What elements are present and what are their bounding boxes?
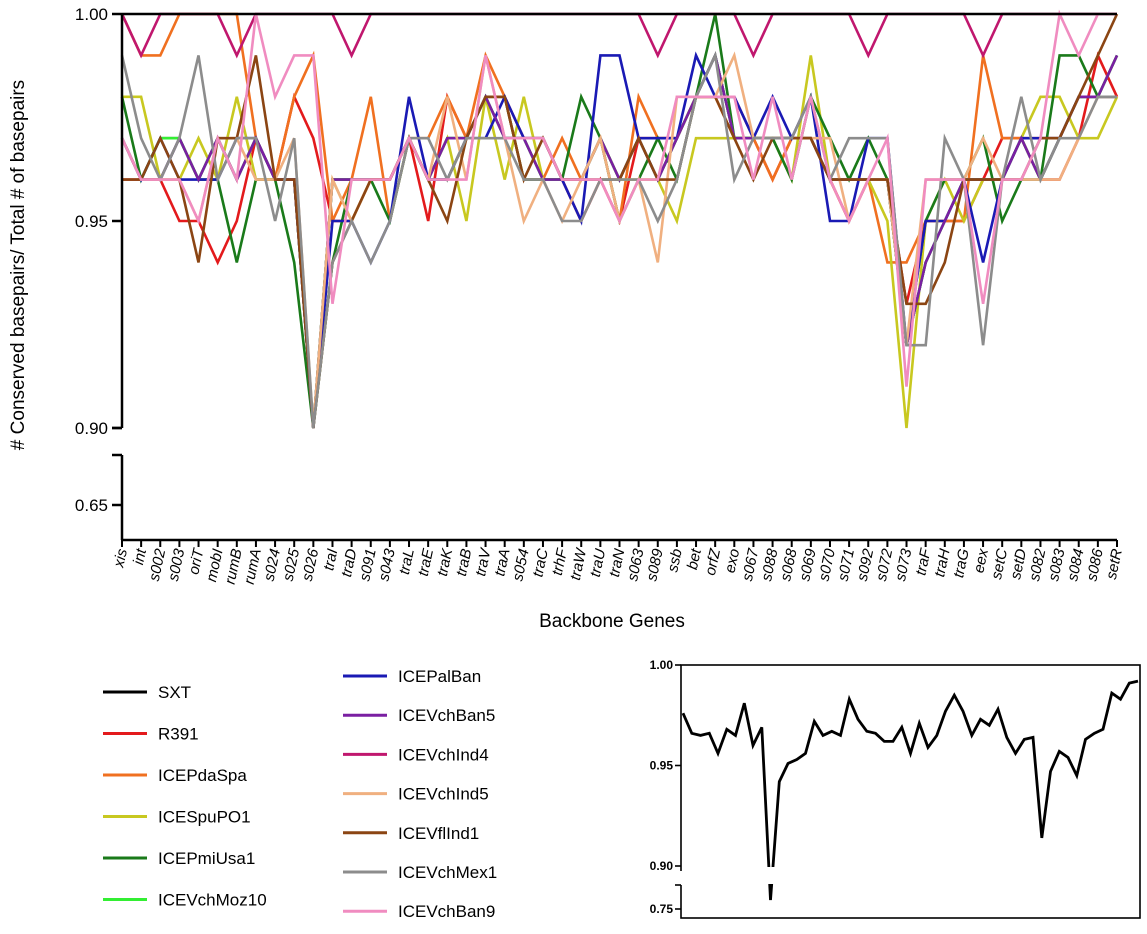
legend-label-ICEVchInd5: ICEVchInd5: [398, 785, 489, 804]
series-line-ICEVchBan9: [120, 9, 1117, 387]
inset-y-tick-label: 0.75: [650, 902, 674, 916]
x-tick-label-s091: s091: [356, 547, 379, 582]
x-tick-label-traB: traB: [453, 547, 475, 577]
x-tick-label-xis: xis: [110, 547, 131, 570]
x-tick-label-s073: s073: [892, 547, 916, 583]
y-axis-title: # Conserved basepairs/ Total # of basepa…: [8, 80, 29, 450]
legend-label-ICEVflInd1: ICEVflInd1: [398, 824, 479, 843]
x-tick-label-setD: setD: [1007, 547, 1030, 581]
x-tick-label-traN: traN: [606, 547, 629, 578]
x-tick-label-traI: traI: [320, 547, 341, 572]
x-tick-label-s071: s071: [835, 547, 858, 582]
x-tick-label-bet: bet: [684, 546, 705, 571]
series-line-ICEPalBan: [120, 51, 1117, 429]
x-tick-label-s072: s072: [873, 547, 897, 583]
x-axis-title: Backbone Genes: [539, 611, 685, 632]
y-tick-label: 1.00: [75, 5, 108, 24]
y-tick-label: 0.65: [75, 496, 108, 515]
x-tick-label-traG: traG: [950, 547, 973, 579]
series-line-ICEVchBan5: [120, 51, 1119, 429]
x-tick-label-s024: s024: [261, 547, 284, 582]
x-tick-label-traW: traW: [567, 546, 591, 582]
x-tick-label-mobI: mobI: [203, 547, 227, 583]
x-tick-label-s070: s070: [816, 547, 840, 583]
inset-break-gap: [679, 871, 683, 885]
legend-label-R391: R391: [158, 725, 199, 744]
series-line-SXT: [120, 51, 1119, 429]
x-tick-label-traE: traE: [415, 546, 438, 577]
x-tick-label-int: int: [130, 546, 150, 566]
inset-series-line: [681, 679, 1139, 901]
legend: SXT R391 ICEPdaSpa ICESpuPO1 ICEPmiUsa1 ICEVc…: [103, 667, 497, 921]
y-tick-label: 0.90: [75, 419, 108, 438]
x-tick-label-traA: traA: [491, 547, 513, 577]
x-tick-label-s025: s025: [280, 547, 304, 583]
x-tick-label-oriT: oriT: [185, 546, 207, 577]
x-tick-label-s083: s083: [1045, 547, 1069, 583]
x-tick-label-s082: s082: [1026, 547, 1050, 583]
x-tick-label-s043: s043: [375, 547, 399, 583]
x-tick-label-traD: traD: [338, 547, 361, 578]
x-tick-label-s026: s026: [299, 547, 323, 583]
legend-label-ICEPmiUsa1: ICEPmiUsa1: [158, 849, 255, 868]
x-tick-label-traF: traF: [912, 546, 934, 576]
series-line-ICEVchMex1: [120, 50, 1117, 429]
x-tick-label-traL: traL: [396, 547, 418, 576]
x-tick-label-s054: s054: [509, 547, 532, 582]
x-tick-label-s084: s084: [1064, 547, 1087, 582]
x-tick-label-traU: traU: [587, 547, 610, 578]
x-tick-label-s002: s002: [146, 547, 170, 583]
x-tick-label-s067: s067: [739, 547, 763, 583]
x-tick-label-setR: setR: [1103, 547, 1126, 581]
x-tick-label-s003: s003: [165, 547, 189, 583]
x-tick-label-s088: s088: [758, 547, 782, 583]
legend-label-ICEPalBan: ICEPalBan: [398, 667, 481, 686]
inset-y-tick-label: 0.95: [650, 759, 674, 773]
x-tick-label-orfZ: orfZ: [702, 546, 724, 576]
x-tick-label-ssb: ssb: [664, 547, 685, 573]
x-tick-label-setC: setC: [988, 547, 1011, 581]
inset-plot: 1.00 0.95 0.90 0.75: [650, 658, 1141, 919]
x-tick-label-s086: s086: [1083, 547, 1107, 583]
x-tick-label-s068: s068: [777, 547, 801, 583]
legend-label-ICEVchBan5: ICEVchBan5: [398, 706, 495, 725]
legend-label-ICESpuPO1: ICESpuPO1: [158, 808, 251, 827]
inset-line-break-gap: [762, 867, 779, 884]
x-tick-label-traC: traC: [529, 547, 552, 578]
series-line-ICEPdaSpa: [120, 12, 1117, 264]
x-tick-label-traV: traV: [472, 545, 495, 577]
x-tick-label-s069: s069: [796, 547, 820, 583]
series-line-ICESpuPO1: [122, 55, 1119, 429]
x-tick-label-eex: eex: [970, 547, 992, 575]
series-line-ICEVchInd4: [120, 12, 1117, 59]
legend-label-ICEVchMoz10: ICEVchMoz10: [158, 891, 267, 910]
x-tick-label-exo: exo: [722, 547, 744, 574]
y-tick-label: 0.95: [75, 212, 108, 231]
inset-y-tick-label: 0.90: [650, 859, 674, 873]
inset-y-tick-label: 1.00: [650, 658, 674, 672]
x-tick-label-s092: s092: [854, 547, 878, 583]
legend-label-ICEPdaSpa: ICEPdaSpa: [158, 766, 247, 785]
legend-label-ICEVchInd4: ICEVchInd4: [398, 745, 489, 764]
x-tick-label-trhF: trhF: [549, 546, 571, 576]
series-line-ICEVchMoz10: [120, 51, 1119, 429]
inset-frame: [680, 664, 1141, 919]
legend-label-ICEVchBan9: ICEVchBan9: [398, 902, 495, 921]
series-line-ICEVchInd5: [120, 51, 1117, 429]
x-tick-label-traK: traK: [434, 546, 457, 577]
x-tick-label-s063: s063: [624, 547, 648, 583]
legend-label-ICEVchMex1: ICEVchMex1: [398, 863, 497, 882]
x-tick-label-traH: traH: [931, 547, 954, 578]
x-tick-label-s089: s089: [643, 547, 667, 583]
legend-label-SXT: SXT: [158, 683, 191, 702]
